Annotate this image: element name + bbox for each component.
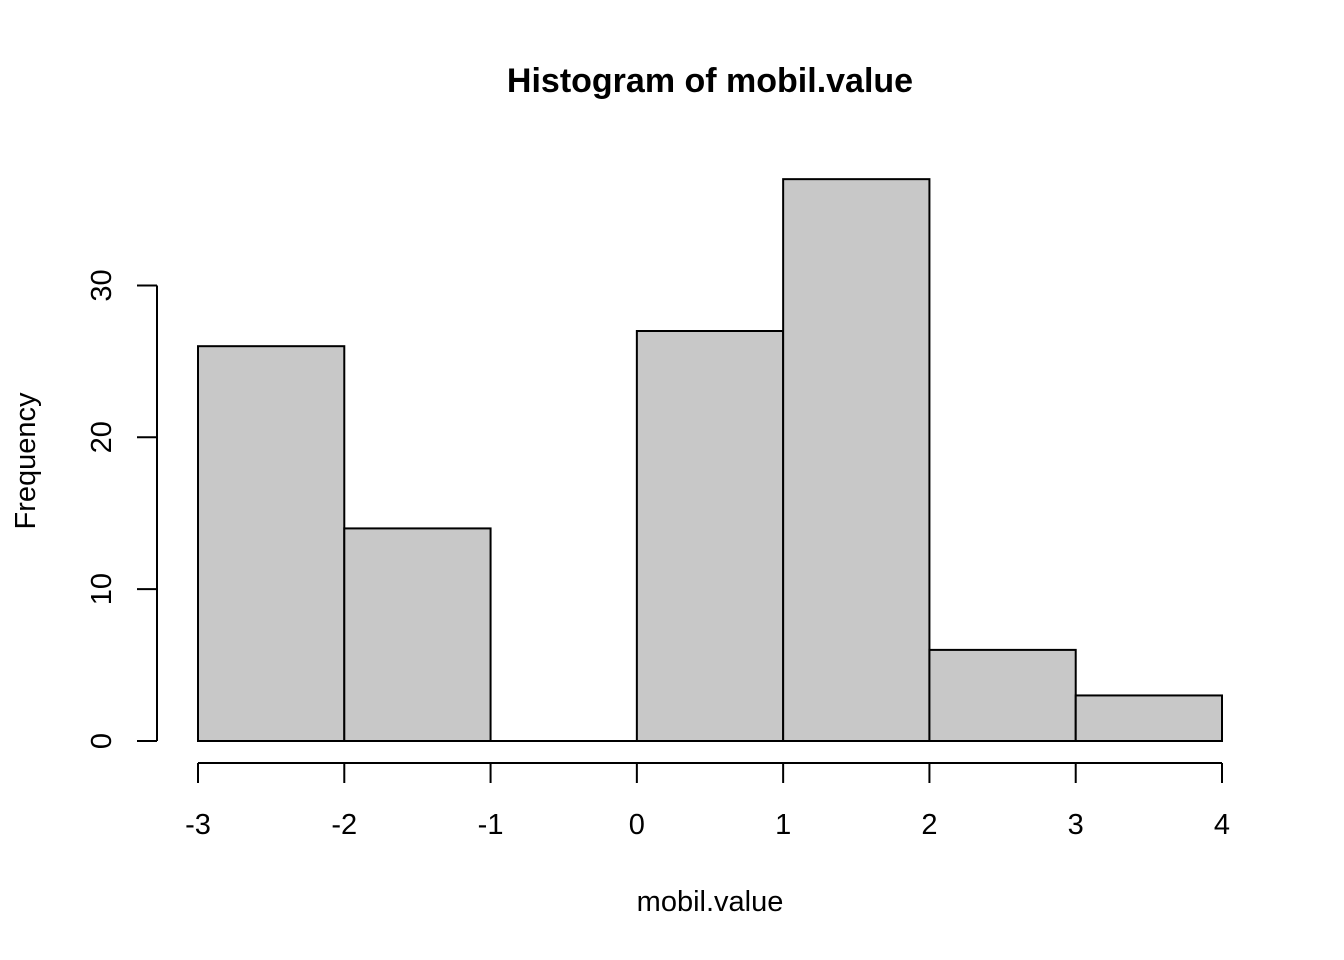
y-axis-label: Frequency [10, 392, 42, 530]
x-tick-label: 1 [775, 809, 791, 841]
y-axis: 0 10 20 30 [86, 269, 158, 749]
chart-title: Histogram of mobil.value [507, 62, 913, 100]
histogram-bar [928, 648, 1077, 743]
bars-group [197, 178, 1223, 743]
y-tick-label: 10 [86, 573, 118, 605]
histogram-bar [197, 345, 346, 742]
x-tick-label: 2 [921, 809, 937, 841]
x-tick-label: 4 [1214, 809, 1230, 841]
x-axis-label: mobil.value [637, 886, 784, 918]
histogram-bar [635, 330, 785, 742]
histogram-bar [1074, 694, 1223, 743]
x-axis: -3 -2 -1 0 1 2 3 4 [185, 762, 1230, 841]
x-tick-label: 3 [1068, 809, 1084, 841]
x-tick-label: -3 [185, 809, 211, 841]
histogram-bar [782, 178, 931, 742]
y-tick-label: 30 [86, 269, 118, 301]
histogram-bar [343, 527, 492, 742]
y-tick-label: 0 [86, 733, 118, 749]
x-tick-label: 0 [629, 809, 645, 841]
x-tick-label: -2 [331, 809, 357, 841]
x-tick-label: -1 [478, 809, 504, 841]
y-tick-label: 20 [86, 421, 118, 453]
